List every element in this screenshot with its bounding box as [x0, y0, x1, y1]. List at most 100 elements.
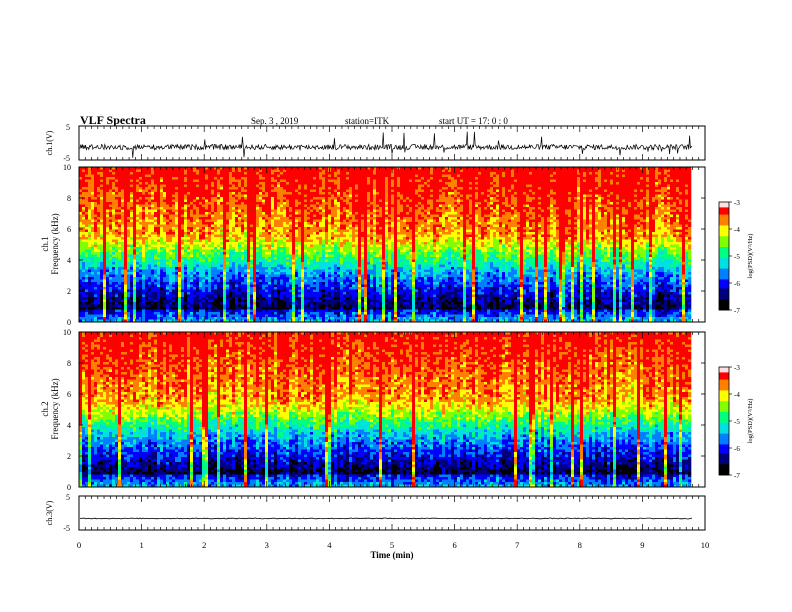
spectrogram-cell — [82, 304, 86, 308]
spectrogram-cell — [268, 229, 272, 233]
spectrogram-cell — [106, 264, 110, 268]
spectrogram-cell — [253, 174, 257, 178]
spectrogram-cell — [148, 314, 152, 318]
spectrogram-cell — [109, 219, 113, 223]
spectrogram-cell — [97, 187, 101, 190]
spectrogram-cell — [178, 247, 182, 250]
spectrogram-cell — [166, 249, 170, 253]
spectrogram-cell — [307, 189, 311, 193]
spectrogram-cell — [109, 202, 113, 205]
spectrogram-cell — [127, 307, 131, 310]
spectrogram-cell — [253, 302, 257, 305]
spectrogram-cell — [196, 199, 200, 203]
spectrogram-cell — [139, 302, 143, 305]
spectrogram-cell — [169, 214, 173, 218]
spectrogram-cell — [289, 177, 293, 180]
spectrogram-cell — [139, 172, 143, 175]
spectrogram-cell — [142, 287, 146, 290]
spectrogram-cell — [127, 287, 131, 290]
spectrogram-cell — [172, 309, 176, 313]
spectrogram-cell — [172, 192, 176, 195]
spectrogram-cell — [97, 279, 101, 283]
spectrogram-cell — [265, 239, 269, 243]
spectrogram-cell — [166, 299, 170, 303]
spectrogram-cell — [232, 197, 236, 200]
spectrogram-cell — [289, 222, 293, 225]
spectrogram-cell — [112, 289, 116, 293]
spectrogram-cell — [115, 249, 119, 253]
spectrogram-cell — [88, 264, 92, 268]
spectrogram-cell — [175, 242, 179, 245]
spectrogram-cell — [199, 227, 203, 230]
spectrogram-cell — [259, 247, 263, 250]
spectrogram-cell — [178, 302, 182, 305]
spectrogram-cell — [304, 252, 308, 255]
spectrogram-cell — [202, 194, 206, 198]
spectrogram-cell — [271, 199, 275, 203]
spectrogram-cell — [142, 272, 146, 275]
spectrogram-cell — [91, 234, 95, 238]
spectrogram-cell — [250, 204, 254, 208]
spectrogram-cell — [304, 219, 308, 223]
spectrogram-cell — [112, 282, 116, 285]
spectrogram-cell — [199, 269, 203, 273]
spectrogram-cell — [295, 222, 299, 225]
spectrogram-cell — [166, 194, 170, 198]
spectrogram-cell — [118, 307, 122, 310]
spectrogram-cell — [88, 297, 92, 300]
spectrogram-cell — [169, 202, 173, 205]
spectrogram-cell — [241, 269, 245, 273]
spectrogram-cell — [133, 207, 137, 210]
spectrogram-cell — [85, 182, 89, 185]
spectrogram-cell — [286, 299, 290, 303]
spectrogram-cell — [106, 312, 110, 315]
spectrogram-cell — [193, 302, 197, 305]
spectrogram-cell — [121, 309, 125, 313]
spectrogram-cell — [202, 317, 206, 320]
spectrogram-cell — [202, 197, 206, 200]
spectrogram-cell — [145, 312, 149, 315]
spectrogram-cell — [142, 167, 146, 170]
spectrogram-cell — [268, 224, 272, 228]
spectrogram-cell — [88, 279, 92, 283]
spectrogram-cell — [301, 309, 305, 313]
spectrogram-cell — [298, 219, 302, 223]
spectrogram-cell — [295, 302, 299, 305]
spectrogram-cell — [118, 304, 122, 308]
spectrogram-cell — [190, 227, 194, 230]
spectrogram-cell — [100, 262, 104, 265]
spectrogram-cell — [139, 239, 143, 243]
spectrogram-cell — [298, 194, 302, 198]
spectrogram-cell — [142, 239, 146, 243]
spectrogram-cell — [205, 307, 209, 310]
spectrogram-cell — [130, 174, 134, 178]
spectrogram-cell — [127, 262, 131, 265]
spectrogram-cell — [259, 202, 263, 205]
spectrogram-cell — [220, 292, 224, 295]
spectrogram-cell — [277, 197, 281, 200]
spectrogram-cell — [151, 307, 155, 310]
spectrogram-cell — [148, 177, 152, 180]
spectrogram-cell — [283, 297, 287, 300]
spectrogram-cell — [190, 279, 194, 283]
spectrogram-cell — [133, 224, 137, 228]
spectrogram-cell — [199, 312, 203, 315]
spectrogram-cell — [145, 244, 149, 248]
spectrogram-cell — [115, 242, 119, 245]
spectrogram-cell — [139, 254, 143, 258]
spectrogram-cell — [91, 269, 95, 273]
spectrogram-cell — [100, 222, 104, 225]
spectrogram-cell — [193, 167, 197, 170]
spectrogram-cell — [202, 237, 206, 240]
spectrogram-cell — [280, 282, 284, 285]
spectrogram-cell — [304, 207, 308, 210]
spectrogram-cell — [247, 242, 251, 245]
spectrogram-cell — [88, 172, 92, 175]
spectrogram-cell — [289, 282, 293, 285]
spectrogram-cell — [142, 194, 146, 198]
spectrogram-cell — [169, 174, 173, 178]
spectrogram-cell — [79, 189, 83, 193]
spectrogram-cell — [274, 279, 278, 283]
spectrogram-cell — [175, 214, 179, 218]
spectrogram-cell — [202, 269, 206, 273]
